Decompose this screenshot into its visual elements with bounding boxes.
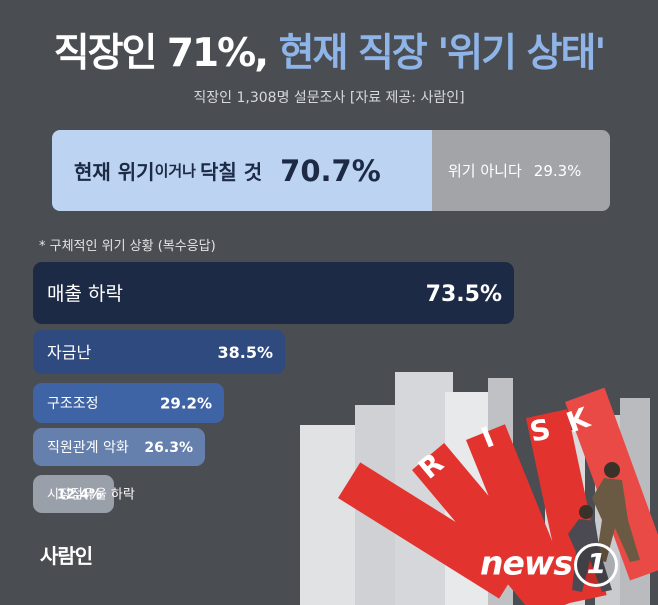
- not-crisis-value: 29.3%: [533, 161, 582, 180]
- category-label: 구조조정: [47, 396, 99, 412]
- bar: [33, 428, 205, 466]
- value-label: 12.4%: [57, 488, 102, 503]
- title-accent: 현재 직장 '위기 상태': [278, 31, 607, 76]
- subtitle: 직장인 1,308명 설문조사 [자료 제공: 사람인]: [193, 90, 465, 106]
- crisis-split-bar: 현재 위기 이거나 닥칠 것 70.7% 위기 아니다 29.3%: [52, 130, 610, 211]
- not-crisis-segment: 위기 아니다 29.3%: [432, 130, 610, 211]
- watermark-badge: 1: [574, 543, 619, 587]
- bar: [33, 475, 114, 513]
- page-title: 직장인 71%, 현재 직장 '위기 상태': [0, 22, 658, 78]
- title-main: 직장인 71%,: [53, 31, 269, 76]
- person-head: [604, 462, 620, 478]
- category-label: 매출 하락: [47, 283, 123, 305]
- saramin-logo: 사람인: [40, 544, 93, 568]
- category-label: 직원관계 악화: [47, 440, 129, 456]
- domino: [338, 462, 522, 599]
- crisis-label-mid: 이거나: [154, 162, 196, 180]
- person-head: [579, 505, 593, 519]
- crisis-label-2: 닥칠 것: [199, 160, 263, 184]
- person-body: [592, 478, 640, 562]
- not-crisis-segment-text: 위기 아니다 29.3%: [448, 130, 581, 211]
- crisis-value: 70.7%: [280, 153, 381, 188]
- bar: [33, 330, 285, 374]
- category-label: 시장점유율 하락: [47, 488, 135, 503]
- news1-watermark: news 1: [480, 543, 619, 587]
- chart-note: * 구체적인 위기 상황 (복수응답): [39, 239, 216, 254]
- bar: [33, 383, 224, 423]
- domino: [466, 424, 577, 605]
- crisis-segment-text: 현재 위기 이거나 닥칠 것 70.7%: [74, 130, 381, 211]
- value-label: 29.2%: [160, 394, 212, 412]
- watermark-text: news: [480, 543, 573, 583]
- value-label: 38.5%: [217, 343, 273, 362]
- value-label: 26.3%: [144, 440, 193, 456]
- value-label: 73.5%: [426, 282, 502, 307]
- bar: [33, 262, 514, 324]
- crisis-segment: 현재 위기 이거나 닥칠 것 70.7%: [52, 130, 432, 211]
- category-label: 자금난: [47, 343, 91, 362]
- not-crisis-label: 위기 아니다: [448, 162, 522, 180]
- crisis-label-1: 현재 위기: [74, 160, 155, 184]
